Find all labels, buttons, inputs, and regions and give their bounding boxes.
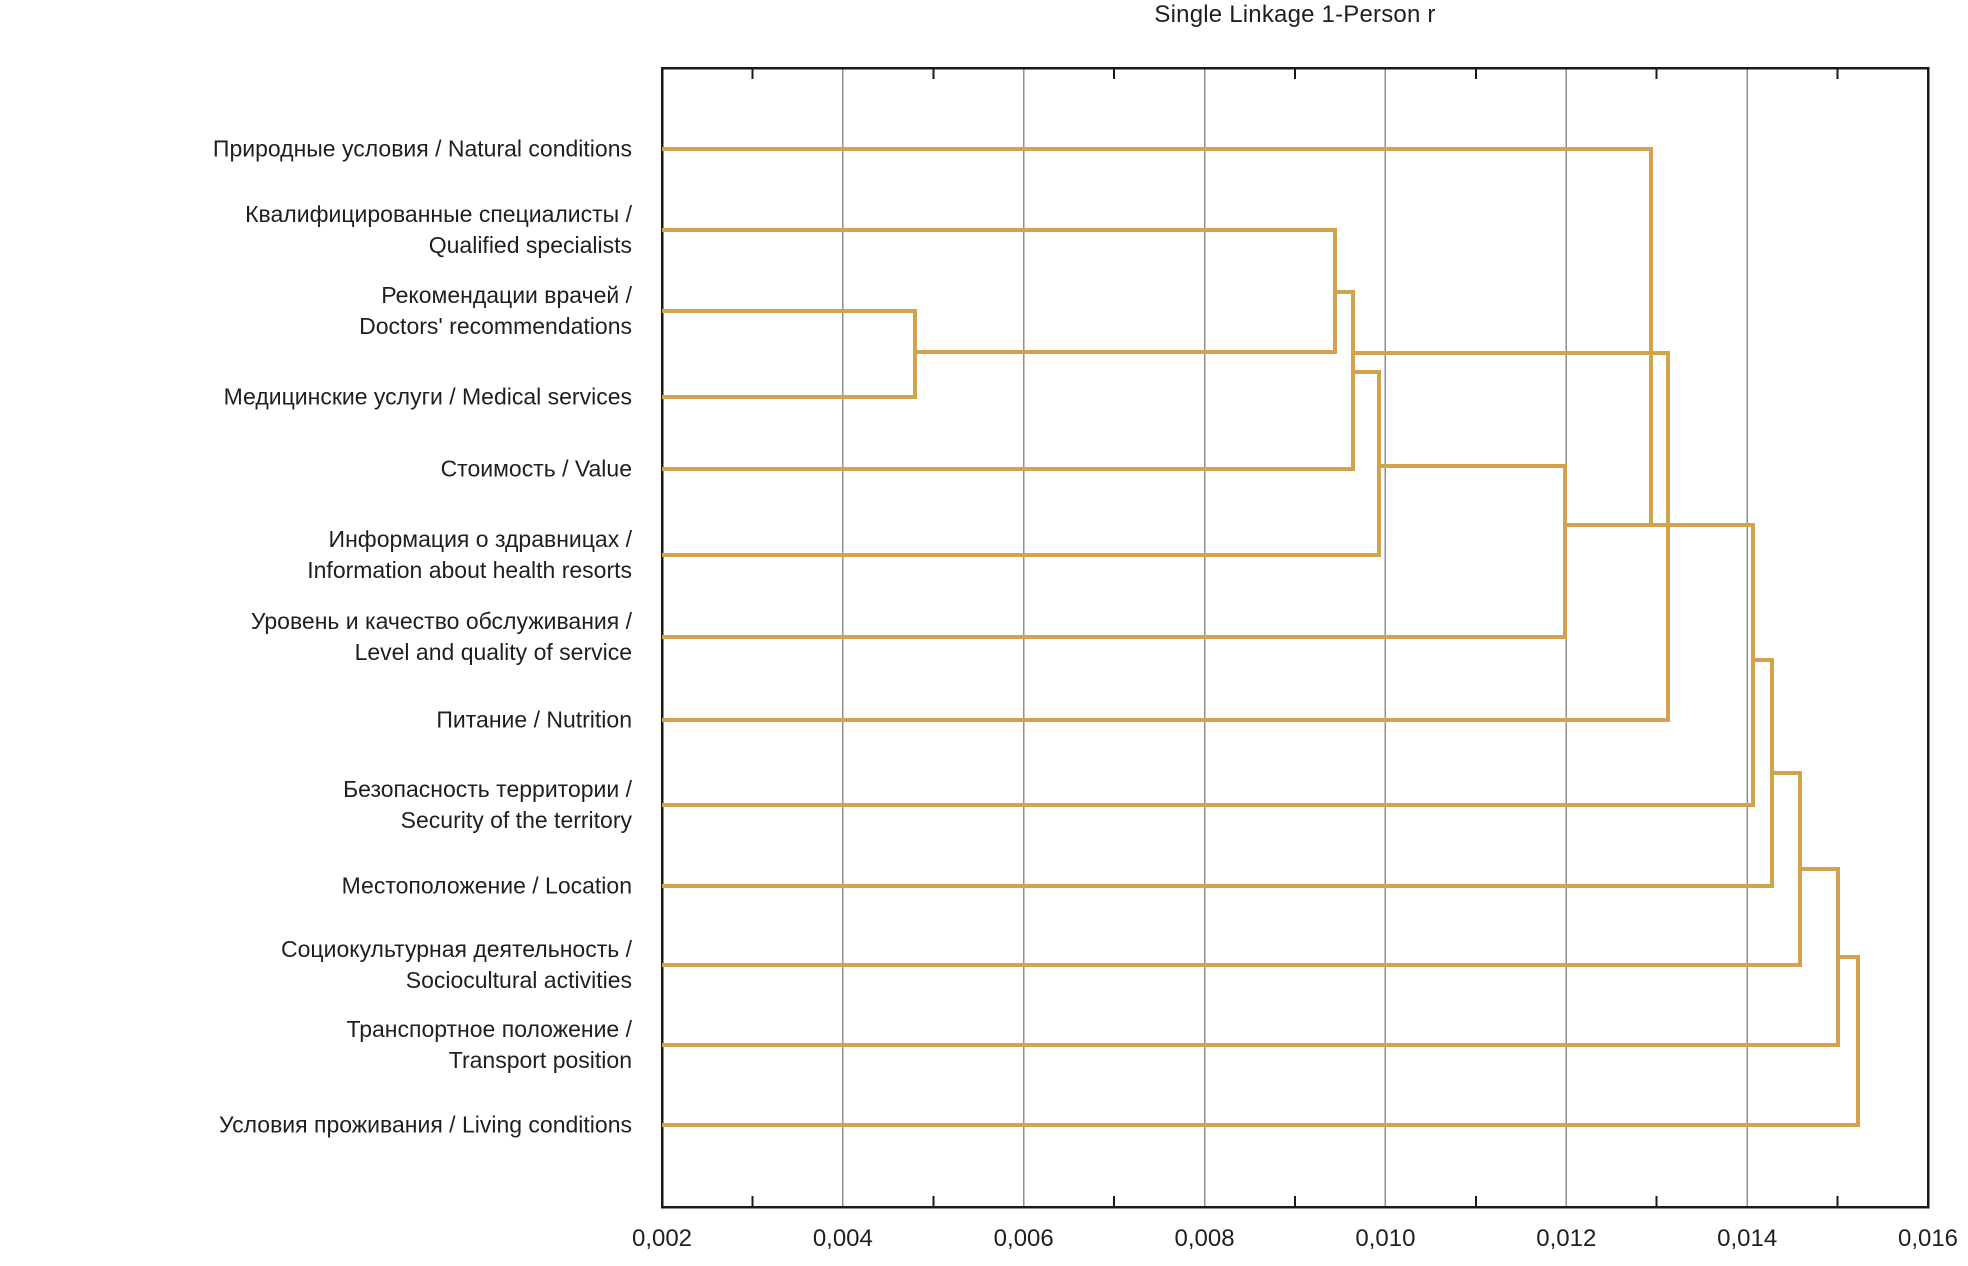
x-tick-label-0,014: 0,014 [1717,1225,1778,1252]
leaf-label-12: Условия проживания / Living conditions [219,1111,632,1138]
leaf-label-2: Рекомендации врачей / Doctors' recommenda… [359,282,632,339]
chart-title: Single Linkage 1-Person r [1154,1,1436,28]
x-tick-label-0,010: 0,010 [1355,1225,1416,1252]
x-tick-label-0,004: 0,004 [812,1225,873,1252]
leaf-label-5: Информация о здравницах / Information abo… [307,526,632,583]
leaf-label-7: Питание / Nutrition [436,706,632,733]
x-tick-label-0,002: 0,002 [631,1225,693,1252]
leaf-label-1: Квалифицированные специалисты / Qualified… [245,201,632,258]
x-tick-label-0,008: 0,008 [1174,1225,1235,1252]
leaf-label-6: Уровень и качество обслуживания / Level a… [250,608,632,665]
x-tick-label-0,006: 0,006 [993,1225,1054,1252]
leaf-label-3: Медицинские услуги / Medical services [223,383,632,410]
leaf-label-10: Социокультурная деятельность / Sociocultu… [281,936,632,993]
leaf-label-0: Природные условия / Natural conditions [212,135,632,162]
x-tick-label-0,016: 0,016 [1897,1225,1959,1252]
leaf-label-9: Местоположение / Location [341,872,632,899]
leaf-label-8: Безопасность территории / Security of the… [343,776,632,833]
leaf-label-4: Стоимость / Value [440,455,632,482]
leaf-label-11: Транспортное положение / Transport positi… [346,1016,632,1073]
x-tick-label-0,012: 0,012 [1536,1225,1597,1252]
